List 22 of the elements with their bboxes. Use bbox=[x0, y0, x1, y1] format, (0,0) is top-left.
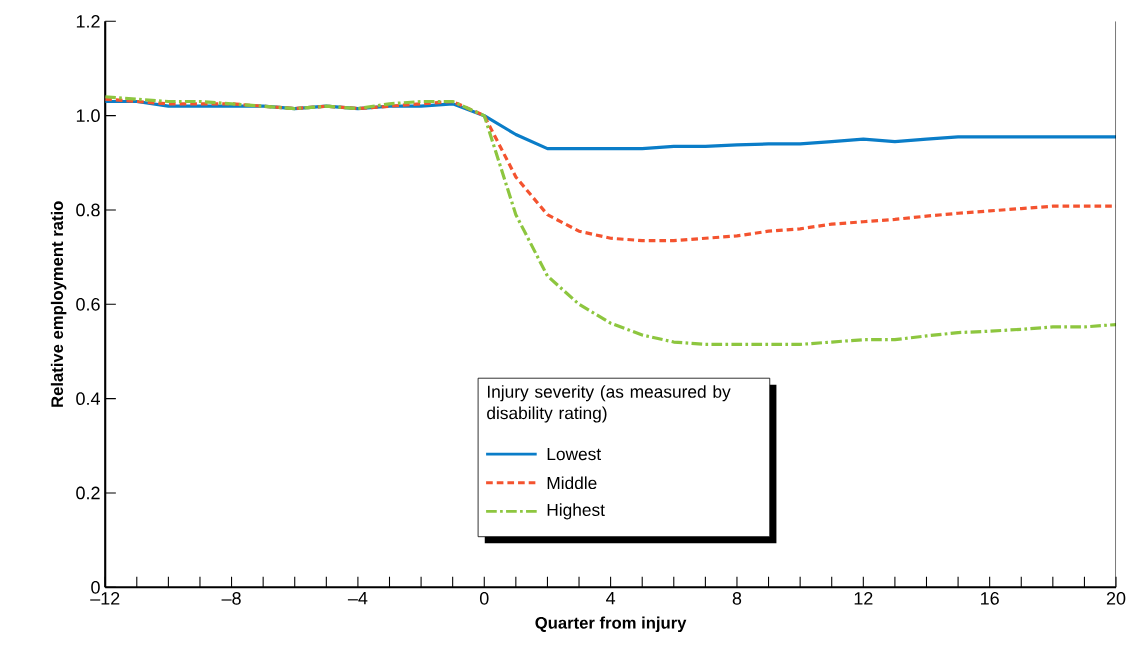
legend-label: Highest bbox=[547, 503, 605, 520]
y-tick-label: 1.0 bbox=[76, 109, 100, 123]
y-tick-label: 0.2 bbox=[76, 486, 100, 500]
y-tick-label: 0 bbox=[91, 581, 100, 594]
y-tick-label: 1.2 bbox=[76, 15, 100, 28]
x-tick-label: –12 bbox=[90, 592, 120, 605]
legend-label: Lowest bbox=[547, 448, 601, 461]
x-tick-label: 4 bbox=[606, 592, 616, 605]
x-tick-label: 8 bbox=[732, 592, 742, 605]
y-axis-title: Relative employment ratio bbox=[50, 201, 67, 407]
y-tick-label: 0.6 bbox=[76, 298, 100, 311]
x-axis-title: Quarter from injury bbox=[535, 616, 687, 633]
legend-title: Injury severity (as measured by disability rating) bbox=[487, 385, 731, 423]
y-tick-label: 0.4 bbox=[76, 392, 100, 406]
x-tick-label: –4 bbox=[347, 592, 368, 605]
x-tick-label: 0 bbox=[479, 592, 489, 605]
x-tick-label: 16 bbox=[981, 592, 999, 605]
y-tick-label: 0.8 bbox=[76, 203, 100, 217]
legend-label: Middle bbox=[547, 476, 597, 490]
x-tick-label: –8 bbox=[221, 592, 241, 605]
x-tick-label: 12 bbox=[854, 592, 873, 605]
x-tick-label: 20 bbox=[1106, 592, 1126, 605]
